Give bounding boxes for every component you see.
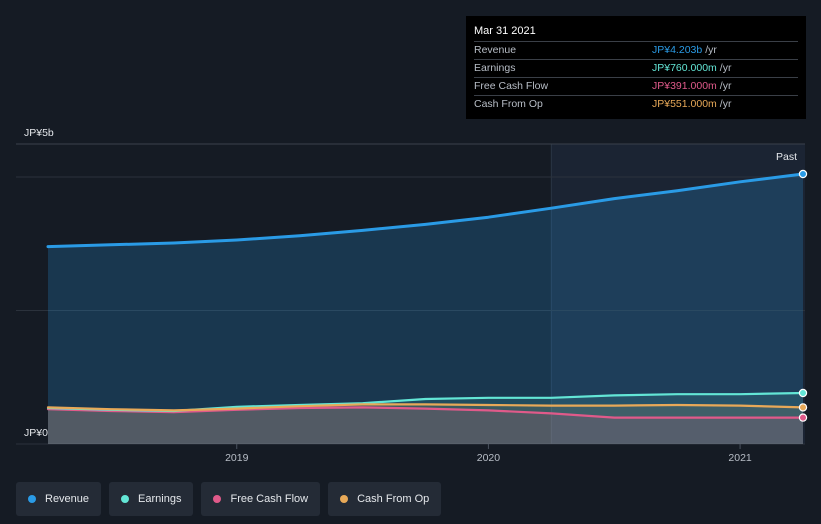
- cash-from-op-area: [48, 404, 803, 444]
- tooltip-label: Cash From Op: [474, 98, 543, 110]
- x-tick-label: 2020: [477, 452, 501, 464]
- chart-legend: Revenue Earnings Free Cash Flow Cash Fro…: [16, 482, 442, 516]
- y-axis-top-label: JP¥5b: [24, 127, 54, 139]
- cash-from-op-end-marker: [798, 403, 808, 412]
- free-cash-flow-area: [48, 407, 803, 444]
- tooltip-row-revenue: Revenue JP¥4.203b /yr: [474, 41, 798, 59]
- tooltip-unit: /yr: [719, 98, 732, 110]
- legend-item-revenue[interactable]: Revenue: [16, 482, 102, 516]
- tooltip-unit: /yr: [705, 44, 717, 56]
- legend-item-earnings[interactable]: Earnings: [109, 482, 194, 516]
- x-tick-label: 2019: [225, 452, 249, 464]
- x-tick-label: 2021: [728, 452, 752, 464]
- legend-dot-icon: [340, 495, 349, 503]
- tooltip-value: JP¥391.000m: [652, 80, 717, 92]
- tooltip-value: JP¥551.000m: [652, 98, 717, 110]
- tooltip-unit: /yr: [719, 80, 732, 92]
- tooltip-unit: /yr: [719, 62, 732, 74]
- tooltip-row-free-cash-flow: Free Cash Flow JP¥391.000m /yr: [474, 77, 798, 95]
- tooltip-label: Revenue: [474, 44, 517, 56]
- y-axis-bottom-label: JP¥0: [24, 427, 48, 439]
- cash-from-op-line: [46, 403, 805, 412]
- legend-item-free-cash-flow[interactable]: Free Cash Flow: [201, 482, 321, 516]
- revenue-line: [46, 172, 805, 249]
- tooltip-label: Earnings: [474, 62, 516, 74]
- tooltip-row-cash-from-op: Cash From Op JP¥551.000m /yr: [474, 95, 798, 113]
- data-tooltip: Mar 31 2021 Revenue JP¥4.203b /yr Earnin…: [466, 16, 806, 119]
- legend-dot-icon: [28, 495, 36, 503]
- legend-label: Free Cash Flow: [230, 493, 309, 505]
- revenue-end-marker: [798, 169, 808, 179]
- past-label: Past: [776, 151, 797, 163]
- tooltip-row-earnings: Earnings JP¥760.000m /yr: [474, 59, 798, 77]
- earnings-end-marker: [798, 388, 808, 398]
- free-cash-flow-line: [46, 406, 805, 419]
- legend-label: Earnings: [138, 493, 182, 505]
- legend-dot-icon: [213, 495, 222, 503]
- legend-item-cash-from-op[interactable]: Cash From Op: [328, 482, 442, 516]
- legend-label: Revenue: [45, 493, 90, 505]
- free-cash-flow-end-marker: [798, 413, 808, 422]
- legend-label: Cash From Op: [357, 493, 430, 505]
- legend-dot-icon: [121, 495, 130, 503]
- tooltip-value: JP¥4.203b: [652, 44, 703, 56]
- tooltip-date: Mar 31 2021: [474, 25, 536, 37]
- tooltip-label: Free Cash Flow: [474, 80, 549, 92]
- tooltip-value: JP¥760.000m: [652, 62, 717, 74]
